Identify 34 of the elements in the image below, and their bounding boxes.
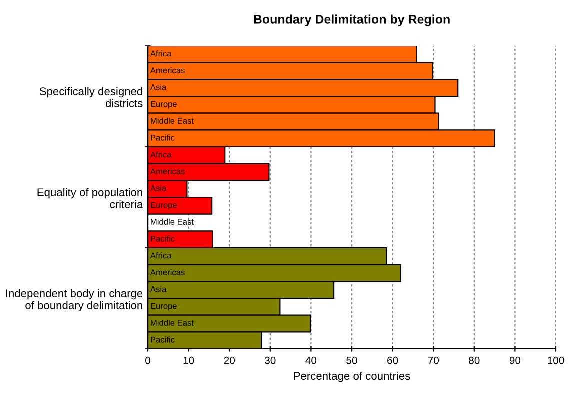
x-tick-label: 100	[548, 356, 564, 364]
series-label: Africa	[150, 50, 172, 57]
series-label: Europe	[151, 101, 177, 109]
y-tick-label: Independent body in charge of boundary delimitation	[6, 289, 143, 312]
x-tick-label: 60	[388, 356, 398, 364]
x-tick-label: 10	[184, 356, 194, 364]
text: Asia	[150, 286, 167, 292]
series-label: Pacific	[151, 134, 175, 141]
text: Europe	[151, 202, 177, 210]
x-tick-label: 40	[306, 356, 317, 364]
x-tick-label: 50	[346, 356, 358, 364]
series-label: Asia	[150, 84, 167, 90]
text: Americas	[150, 269, 185, 276]
text: Pacific	[151, 236, 175, 242]
text: Africa	[150, 252, 172, 259]
x-axis-title: Percentage of countries	[294, 372, 410, 382]
x-tick-label: 90	[510, 356, 521, 364]
x-tick-label: 20	[224, 356, 235, 364]
x-tick-label: 0	[146, 356, 150, 364]
text: Middle East	[151, 218, 194, 225]
text: Europe	[151, 303, 177, 311]
text: Pacific	[151, 336, 175, 343]
chart-title: Boundary Delimitation by Region	[254, 14, 450, 26]
y-tick-label: Equality of population criteria	[38, 188, 144, 208]
y-tick-label: Specifically designed districts	[40, 87, 143, 108]
series-label: Middle East	[151, 118, 194, 124]
x-tick-label: 70	[428, 356, 439, 364]
text: Americas	[150, 168, 185, 174]
series-label: Americas	[150, 67, 185, 74]
text: Middle East	[151, 320, 194, 326]
text: Asia	[150, 185, 167, 192]
x-tick-label: 80	[469, 356, 480, 364]
x-tick-label: 30	[265, 356, 276, 364]
text: Africa	[150, 152, 172, 158]
